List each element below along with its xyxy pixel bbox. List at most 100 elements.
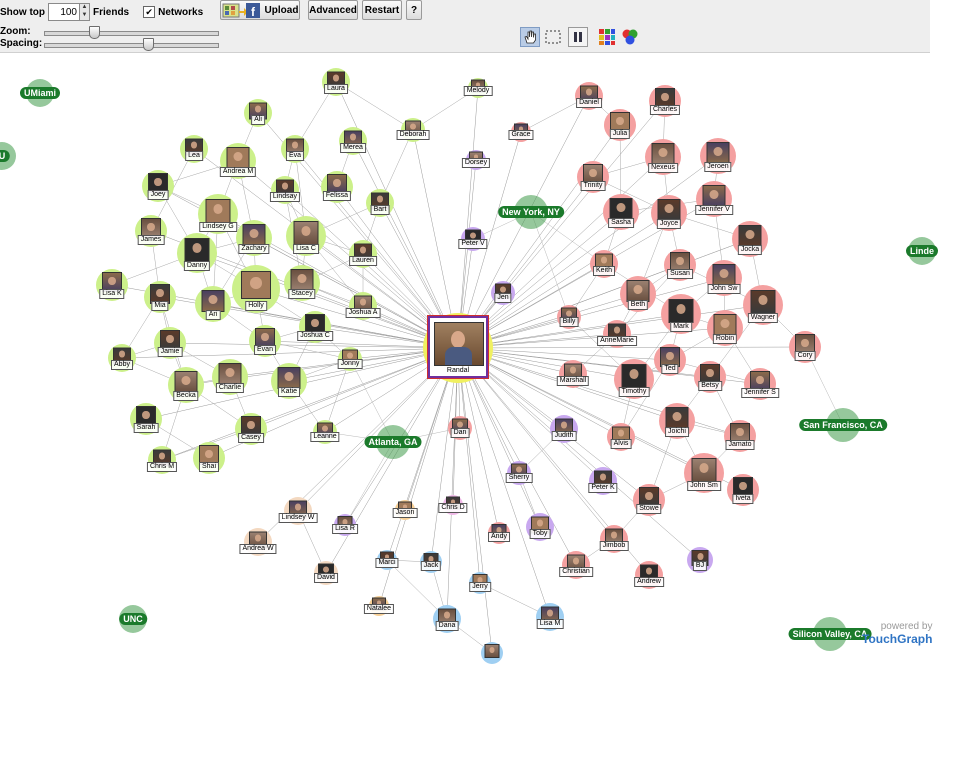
friend-node[interactable]: Jack <box>420 551 442 573</box>
friend-node[interactable]: Julia <box>604 109 636 141</box>
friend-node[interactable]: Danny <box>177 233 217 273</box>
friend-node[interactable]: Zachary <box>236 220 272 256</box>
friend-node[interactable]: Lindsey W <box>278 497 318 525</box>
friend-node[interactable]: Nexeus <box>645 139 681 175</box>
friend-node[interactable]: Jen <box>491 281 515 305</box>
friend-node[interactable]: Jocka <box>732 221 768 257</box>
friend-node[interactable]: Katie <box>271 363 307 399</box>
friend-node[interactable]: Dorsey <box>461 150 491 170</box>
friend-node[interactable]: Leanne <box>310 420 340 444</box>
network-node[interactable]: Atlanta, GA <box>364 436 422 448</box>
friend-node[interactable]: Dan <box>448 416 472 440</box>
friend-node[interactable]: Timothy <box>614 359 654 399</box>
friend-node[interactable]: Lindsay <box>269 176 301 204</box>
friend-node[interactable]: Andy <box>488 522 510 544</box>
friend-node[interactable]: Jimbob <box>599 525 629 553</box>
zoom-slider-thumb[interactable] <box>89 26 100 39</box>
color-grid-icon[interactable] <box>597 27 617 47</box>
friend-node[interactable]: Holly <box>232 265 280 313</box>
friend-node[interactable]: Jason <box>392 500 418 520</box>
friend-node[interactable]: Eva <box>281 135 309 163</box>
network-node[interactable]: Linde <box>906 245 938 257</box>
friend-node[interactable]: John Sw <box>706 260 742 296</box>
friend-node[interactable]: Abby <box>108 344 136 372</box>
friend-node[interactable]: Jamato <box>724 420 756 452</box>
friend-node[interactable]: Peter V <box>458 227 488 251</box>
friend-node[interactable]: Stowe <box>633 484 665 516</box>
friend-node[interactable]: Sarah <box>130 403 162 435</box>
friend-node[interactable]: Deborah <box>396 118 430 142</box>
friend-node[interactable]: Daniel <box>575 82 603 110</box>
friend-count-input[interactable] <box>49 4 79 20</box>
network-node[interactable]: New York, NY <box>498 206 564 218</box>
friend-node[interactable]: Chris D <box>438 495 468 515</box>
friend-node[interactable]: Judith <box>550 415 578 443</box>
select-tool-icon[interactable] <box>543 27 563 47</box>
friend-node[interactable]: Grace <box>508 122 534 142</box>
friend-node[interactable]: Susan <box>664 249 696 281</box>
friend-node[interactable]: Iveta <box>727 474 759 506</box>
spinner-up-icon[interactable]: ▲ <box>81 4 88 10</box>
friend-node[interactable]: Evan <box>249 325 281 357</box>
friend-node[interactable]: Mark <box>661 294 701 334</box>
friend-node[interactable]: Laura <box>322 68 350 96</box>
friend-node[interactable]: Billy <box>557 305 581 329</box>
friend-node[interactable]: Lindsey G <box>198 194 238 234</box>
friend-node[interactable]: Mia <box>144 281 176 313</box>
friend-node[interactable]: Dana <box>433 605 461 633</box>
friend-node[interactable]: Chris M <box>146 446 178 474</box>
network-node[interactable]: U <box>0 150 10 162</box>
friend-node[interactable]: Melody <box>463 78 493 98</box>
friend-node[interactable]: Joshua A <box>345 292 381 320</box>
cluster-icon[interactable] <box>620 27 640 47</box>
network-node[interactable]: Silicon Valley, CA <box>788 628 872 640</box>
friend-node[interactable]: Casey <box>235 413 267 445</box>
spacing-slider-thumb[interactable] <box>143 38 154 51</box>
friend-node[interactable]: Joyce <box>651 195 687 231</box>
friend-node[interactable]: BJ <box>687 547 713 573</box>
friend-node[interactable]: Keith <box>590 250 618 278</box>
network-node[interactable]: UMiami <box>19 87 61 99</box>
friend-node[interactable]: James <box>135 215 167 247</box>
network-node[interactable]: San Francisco, CA <box>799 419 887 431</box>
friend-node[interactable]: Toby <box>526 513 554 541</box>
friend-node[interactable]: Lauren <box>349 240 377 268</box>
friend-node[interactable]: Christian <box>559 551 593 579</box>
upload-button[interactable]: f Upload <box>220 0 300 20</box>
friend-node[interactable]: Stacey <box>284 265 320 301</box>
friend-node[interactable]: Alvis <box>607 423 635 451</box>
hand-tool-icon[interactable] <box>520 27 540 47</box>
friend-node[interactable]: Sherry <box>505 461 533 485</box>
friend-node[interactable]: Merea <box>339 127 367 155</box>
friend-node[interactable]: Cory <box>789 331 821 363</box>
advanced-button[interactable]: Advanced <box>308 0 358 20</box>
friend-node[interactable]: Ali <box>244 99 272 127</box>
graph-canvas[interactable]: UMiami U New York, NY Linde Atlanta, GA San F… <box>0 53 938 664</box>
friend-node[interactable]: Jerry <box>469 572 491 594</box>
friend-node[interactable]: Lisa C <box>286 216 326 256</box>
friend-node[interactable]: Becka <box>168 367 204 403</box>
friend-node[interactable]: Marshall <box>556 360 590 388</box>
friend-node[interactable]: Joshua C <box>297 311 333 343</box>
friend-node[interactable]: Wagner <box>743 285 783 325</box>
center-node[interactable]: Randal <box>427 315 489 379</box>
friend-node[interactable]: Beth <box>620 276 656 312</box>
friend-node[interactable]: Trinity <box>577 161 609 193</box>
friend-node[interactable]: Joey <box>142 170 174 202</box>
friend-node[interactable]: AnneMarie <box>597 320 637 348</box>
friend-node[interactable]: Lisa M <box>536 603 564 631</box>
friend-node[interactable]: Jennifer V <box>695 181 733 217</box>
friend-node[interactable]: Marci <box>375 550 399 570</box>
friend-node[interactable]: Andrea W <box>239 528 277 556</box>
friend-node[interactable]: Felissa <box>321 171 353 203</box>
spinner-down-icon[interactable]: ▼ <box>81 12 88 18</box>
friend-node[interactable]: David <box>314 561 338 585</box>
friend-node[interactable]: Joichi <box>659 403 695 439</box>
friend-node[interactable]: Bart <box>366 189 394 217</box>
friend-node[interactable]: Jonny <box>337 347 363 371</box>
friend-node[interactable]: Lea <box>180 135 208 163</box>
friend-node[interactable]: Lisa K <box>96 269 128 301</box>
friend-node[interactable]: Betsy <box>694 361 726 393</box>
friend-node[interactable]: Charles <box>649 85 681 117</box>
friend-node[interactable]: Jeroen <box>700 138 736 174</box>
